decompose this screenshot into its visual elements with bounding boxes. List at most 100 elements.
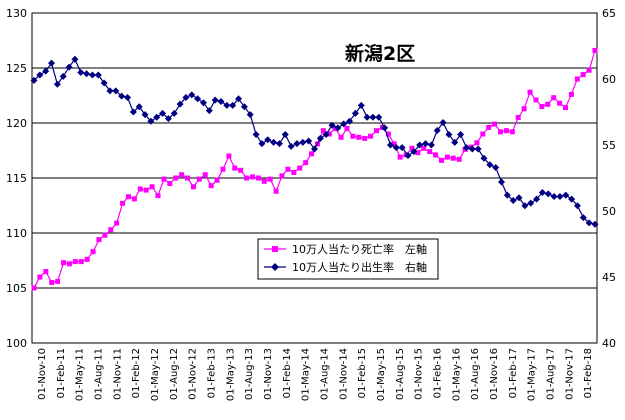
x-tick-label: 01-Nov-11 [112,348,123,400]
data-point [515,194,523,202]
x-axis-ticks: 01-Nov-10 01-Feb-11 01-May-11 01-Aug-11 01-N… [37,348,594,401]
data-point [287,142,295,150]
data-point [416,141,424,149]
data-point [480,131,486,137]
data-point [586,67,592,73]
data-point [281,130,289,138]
data-point [167,181,173,186]
data-point [409,145,415,151]
left-tick-label: 115 [6,172,27,185]
data-point [53,80,61,88]
data-point [397,154,403,160]
data-point [125,194,131,200]
data-point [176,100,184,108]
data-point [124,93,131,101]
data-point [71,55,79,63]
data-point [521,106,527,112]
data-point [392,144,400,152]
data-point [363,113,371,121]
x-tick-label: 01-Feb-12 [131,348,142,398]
data-point [149,184,155,190]
x-tick-label: 01-Aug-16 [470,348,481,400]
data-point [249,174,255,180]
x-tick-label: 01-Aug-15 [395,348,406,400]
data-point [43,269,49,274]
left-tick-label: 125 [6,62,27,75]
data-point [214,177,220,183]
data-point [238,167,244,173]
right-tick-label: 45 [602,271,616,284]
data-point [118,92,126,100]
data-point [232,165,238,171]
data-point [450,155,456,161]
x-tick-label: 01-Nov-17 [564,348,575,400]
data-point [457,130,465,138]
right-axis-ticks: 40 45 50 55 60 65 [602,7,616,350]
data-point [36,71,44,79]
data-point [120,200,126,206]
series-birth-rate [30,55,599,228]
data-point [334,124,342,132]
data-point [147,117,155,125]
data-point [309,151,315,157]
data-point [205,107,213,115]
data-point [273,188,279,194]
x-tick-label: 01-Feb-11 [56,348,67,398]
data-point [246,111,254,119]
data-point [100,79,108,87]
data-point [164,115,172,123]
x-tick-label: 01-Nov-10 [37,348,48,400]
data-point [267,176,273,182]
data-point [368,133,374,139]
data-point [131,196,137,202]
data-point [344,126,350,131]
data-point [208,183,214,189]
data-point [579,214,587,222]
data-point [261,178,267,184]
x-tick-label: 01-May-14 [301,348,312,401]
data-point [316,134,324,142]
data-point [55,278,61,284]
data-point [270,138,278,146]
data-point [539,104,545,109]
plot-area-border [31,12,598,344]
data-point [135,103,143,111]
data-point [585,219,593,227]
x-tick-label: 01-May-12 [150,348,161,401]
data-point [527,199,535,207]
data-point [509,196,517,204]
data-point [141,111,149,119]
x-tick-label: 01-Aug-12 [169,348,180,400]
data-point [129,108,137,116]
x-tick-label: 01-Aug-11 [93,348,104,400]
data-point [297,165,303,171]
left-tick-label: 130 [6,7,27,20]
data-point [398,144,406,152]
left-axis-ticks: 100 105 110 115 120 125 130 [6,7,27,350]
data-point [350,133,356,139]
data-point [199,99,207,107]
data-point [381,124,389,132]
data-point [190,184,196,190]
data-point [84,256,90,262]
data-point [49,280,55,285]
data-point [291,170,297,175]
data-point [340,120,348,128]
x-tick-label: 01-Nov-13 [263,348,274,400]
data-point [194,95,202,103]
x-tick-label: 01-Feb-13 [206,348,217,398]
data-point [229,101,237,109]
data-point [551,95,557,101]
data-point [439,119,447,127]
data-point [456,156,462,162]
data-point [486,124,492,130]
data-point [90,249,96,255]
data-point [293,140,301,148]
chart-title: 新潟2区 [345,42,415,65]
data-point [258,140,266,148]
left-tick-label: 120 [6,117,27,130]
x-tick-label: 01-May-15 [376,348,387,401]
x-tick-label: 01-Aug-13 [244,348,255,400]
data-point [303,160,309,166]
data-point [509,129,515,135]
